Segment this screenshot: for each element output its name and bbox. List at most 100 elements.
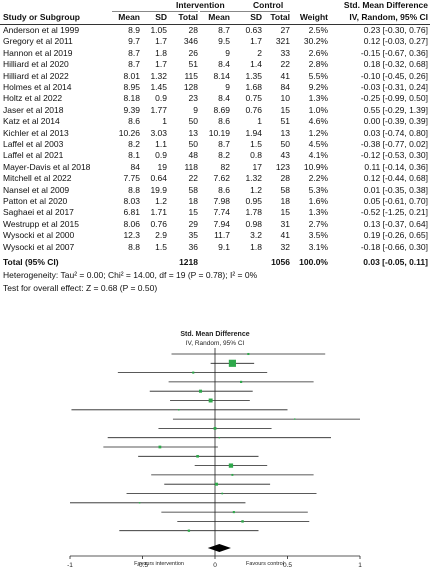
cell-weight: 2.7% <box>308 218 328 229</box>
cell-weight: 5.3% <box>308 184 328 195</box>
cell-mean2: 8.7 <box>218 139 230 149</box>
cell-sd2: 1.78 <box>245 207 262 218</box>
cell-sd1: 3.03 <box>150 127 167 138</box>
cell-ci: 0.23 [-0.30, 0.76] <box>363 25 428 35</box>
group-rule-intervention <box>112 11 198 12</box>
header-rule <box>0 24 430 25</box>
cell-mean2: 11.7 <box>214 230 230 241</box>
cell-total2: 28 <box>280 173 290 184</box>
caption-right: Favours control <box>246 561 284 567</box>
cell-sd1: 2.9 <box>155 230 167 241</box>
cell-mean1: 8.7 <box>128 59 140 70</box>
cell-mean1: 9.39 <box>123 104 140 115</box>
study-name: Hannon et al 2019 <box>3 47 73 58</box>
cell-sd1: 1 <box>162 116 167 127</box>
cell-mean1: 8.01 <box>123 70 140 81</box>
study-marker <box>196 454 199 458</box>
cell-weight: 9.2% <box>308 82 328 92</box>
study-marker <box>158 445 162 449</box>
cell-total1: 15 <box>188 207 198 218</box>
cell-ci: -0.18 [-0.66, 0.30] <box>360 241 428 252</box>
cell-mean2: 8.14 <box>213 70 230 81</box>
cell-ci: 0.00 [-0.39, 0.39] <box>363 116 428 127</box>
cell-sd1: 1.7 <box>155 59 167 70</box>
cell-sd2: 1.32 <box>245 173 262 184</box>
plot-body: -1 -0.5 0 0.5 1 <box>67 348 362 569</box>
cell-sd1: 1.7 <box>155 36 167 47</box>
cell-mean1: 8.8 <box>128 184 140 195</box>
total-label: Total (95% CI) <box>3 257 59 267</box>
header-smd: Std. Mean Difference <box>343 0 428 10</box>
cell-ci: -0.12 [-0.53, 0.30] <box>360 150 428 161</box>
cell-total2: 84 <box>280 82 290 92</box>
cell-mean1: 6.81 <box>123 207 140 218</box>
cell-weight: 2.5% <box>308 25 328 35</box>
cell-total1: 58 <box>188 184 198 195</box>
x-tick-label: -0.5 <box>137 562 149 569</box>
study-name: Kichler et al 2013 <box>3 127 69 138</box>
col-total1: Total <box>178 12 198 22</box>
cell-sd2: 1 <box>257 116 262 127</box>
cell-total1: 35 <box>188 230 198 241</box>
cell-total1: 28 <box>188 25 198 35</box>
cell-sd2: 1.35 <box>245 70 262 81</box>
cell-weight: 4.6% <box>308 116 328 127</box>
cell-total1: 26 <box>188 47 198 58</box>
cell-ci: 0.13 [-0.37, 0.64] <box>363 218 428 229</box>
cell-mean2: 8.4 <box>218 59 230 70</box>
cell-mean1: 8.95 <box>123 82 140 92</box>
group-rule-control <box>200 11 290 12</box>
cell-total2: 18 <box>280 196 290 206</box>
plot-subtitle: IV, Random, 95% CI <box>186 340 245 347</box>
cell-ci: -0.38 [-0.77, 0.02] <box>360 139 428 149</box>
study-marker <box>138 502 141 504</box>
cell-sd2: 1.4 <box>250 59 262 70</box>
cell-ci: 0.03 [-0.74, 0.80] <box>363 127 428 138</box>
cell-weight: 3.1% <box>308 241 328 252</box>
cell-weight: 1.3% <box>308 207 328 218</box>
header-intervention: Intervention <box>176 0 225 10</box>
cell-ci: -0.10 [-0.45, 0.26] <box>360 70 428 81</box>
cell-mean2: 8.2 <box>218 150 230 161</box>
cell-sd1: 1.05 <box>150 25 167 35</box>
study-marker <box>198 389 203 393</box>
cell-ci: 0.18 [-0.32, 0.68] <box>363 59 428 70</box>
study-marker <box>247 352 250 356</box>
cell-total2: 33 <box>280 47 290 58</box>
cell-sd2: 3.2 <box>250 230 262 241</box>
study-name: Katz et al 2014 <box>3 116 60 127</box>
col-study: Study or Subgroup <box>3 12 80 22</box>
cell-mean2: 9 <box>225 82 230 92</box>
cell-ci: 0.12 [-0.03, 0.27] <box>363 36 428 47</box>
study-name: Saghaei et al 2017 <box>3 207 74 218</box>
cell-mean2: 82 <box>220 161 230 172</box>
cell-mean2: 7.74 <box>213 207 230 218</box>
cell-sd2: 1.7 <box>250 36 262 47</box>
cell-ci: -0.25 [-0.99, 0.50] <box>360 93 428 104</box>
cell-weight: 1.3% <box>308 93 328 104</box>
heterogeneity-text: Heterogeneity: Tau² = 0.00; Chi² = 14.00… <box>3 270 258 280</box>
cell-mean1: 8.18 <box>123 93 140 104</box>
cell-total2: 10 <box>280 93 290 104</box>
cell-total1: 128 <box>183 82 198 92</box>
col-ci: IV, Random, 95% CI <box>349 12 428 22</box>
total-n2: 1056 <box>271 257 290 267</box>
cell-total1: 9 <box>193 104 198 115</box>
plot-title: Std. Mean Difference <box>180 331 249 338</box>
cell-weight: 4.5% <box>308 139 328 149</box>
study-name: Nansel et al 2009 <box>3 184 70 195</box>
study-name: Laffel et al 2003 <box>3 139 64 149</box>
study-name: Holmes et al 2014 <box>3 82 72 92</box>
study-marker <box>187 529 191 532</box>
cell-sd2: 1.5 <box>250 139 262 149</box>
total-weight: 100.0% <box>299 257 328 267</box>
cell-sd1: 1.2 <box>155 196 167 206</box>
cell-total1: 22 <box>188 173 198 184</box>
cell-total2: 41 <box>280 70 290 81</box>
study-name: Anderson et al 1999 <box>3 25 80 35</box>
cell-sd1: 0.64 <box>150 173 167 184</box>
cell-sd2: 17 <box>252 161 262 172</box>
cell-sd1: 1.71 <box>150 207 167 218</box>
study-marker <box>208 398 213 403</box>
forest-table: Intervention Control Std. Mean Differenc… <box>0 0 430 293</box>
